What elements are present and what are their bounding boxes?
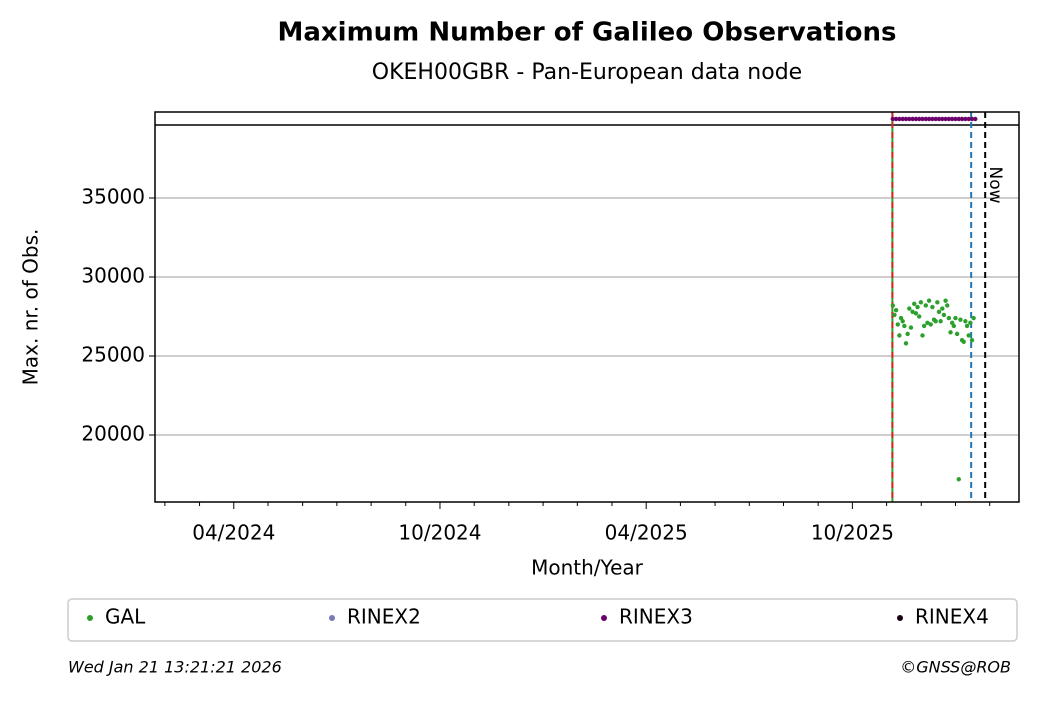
data-point: [946, 116, 952, 122]
data-point: [953, 315, 958, 321]
data-point: [913, 311, 919, 316]
y-tick-label: 30000: [81, 264, 145, 288]
data-point: [948, 330, 953, 335]
data-point: [953, 116, 958, 122]
data-point: [908, 325, 914, 330]
data-point: [941, 312, 947, 318]
data-point: [916, 314, 922, 319]
data-point: [933, 319, 938, 324]
data-point: [897, 116, 902, 122]
data-point: [969, 338, 975, 343]
data-point: [963, 319, 968, 324]
data-point: [921, 323, 927, 329]
data-point: [968, 320, 973, 326]
data-point: [940, 306, 945, 311]
y-tick-label: 25000: [81, 343, 145, 367]
data-point: [933, 116, 938, 122]
data-point: [892, 312, 897, 318]
data-point: [956, 116, 961, 122]
data-point: [954, 331, 960, 337]
chart-subtitle: OKEH00GBR - Pan-European data node: [372, 60, 802, 85]
data-point: [940, 116, 945, 122]
chart-title: Maximum Number of Galileo Observations: [277, 18, 896, 48]
vline-label: Now: [985, 166, 1005, 203]
data-point: [890, 303, 896, 308]
data-point: [930, 116, 935, 122]
data-point: [936, 116, 942, 122]
data-point: [936, 309, 942, 314]
legend-marker: [897, 615, 903, 621]
data-point: [900, 116, 905, 122]
y-tick-label: 35000: [81, 185, 145, 209]
x-tick-label: 04/2024: [192, 521, 275, 545]
data-point: [923, 303, 928, 308]
data-point: [961, 339, 966, 344]
data-point: [907, 306, 912, 311]
x-tick-label: 10/2024: [398, 521, 481, 545]
data-point: [963, 116, 968, 122]
data-point: [969, 116, 975, 122]
data-point: [945, 303, 950, 308]
data-point: [964, 323, 970, 329]
data-point: [910, 116, 915, 122]
legend-label: GAL: [105, 605, 146, 629]
data-point: [958, 317, 963, 322]
data-point: [949, 116, 955, 122]
data-point: [928, 322, 933, 327]
footer-date: Wed Jan 21 13:21:21 2026: [68, 658, 282, 677]
x-tick-label: 10/2025: [811, 521, 894, 545]
data-point: [920, 116, 925, 122]
data-point: [959, 116, 965, 122]
data-point: [971, 315, 976, 321]
data-point: [903, 341, 909, 346]
data-point: [902, 323, 907, 329]
data-point: [910, 309, 915, 314]
legend-marker: [329, 615, 335, 621]
legend-label: RINEX2: [347, 605, 421, 629]
data-point: [920, 333, 925, 338]
y-axis-label: Max. nr. of Obs.: [19, 229, 43, 386]
data-point: [966, 116, 971, 122]
data-point: [897, 333, 902, 338]
data-point: [900, 319, 905, 324]
data-point: [966, 333, 971, 338]
data-point: [915, 304, 920, 310]
data-point: [913, 116, 919, 122]
plot-frame: [154, 111, 1020, 503]
data-point: [923, 116, 928, 122]
legend-label: RINEX3: [619, 605, 693, 629]
footer-credit: ©GNSS@ROB: [900, 658, 1011, 677]
data-point: [903, 116, 909, 122]
data-point: [951, 323, 957, 329]
data-point: [943, 298, 948, 303]
data-point: [890, 116, 896, 122]
data-point: [946, 315, 952, 321]
data-point: [973, 116, 978, 122]
data-point: [893, 307, 899, 313]
data-point: [925, 320, 930, 326]
legend-marker: [601, 615, 607, 621]
data-point: [935, 300, 940, 305]
data-point: [912, 301, 917, 307]
data-point: [930, 304, 935, 310]
legend-label: RINEX4: [915, 605, 989, 629]
data-point: [926, 116, 932, 122]
data-point: [893, 116, 899, 122]
data-point: [907, 116, 912, 122]
data-point: [895, 322, 900, 327]
legend-marker: [87, 615, 93, 621]
data-point: [956, 477, 961, 482]
data-point: [943, 116, 948, 122]
y-tick-label: 20000: [81, 422, 145, 446]
x-tick-label: 04/2025: [605, 521, 688, 545]
data-point: [916, 116, 922, 122]
data-point: [905, 331, 910, 337]
data-point: [918, 300, 924, 305]
data-point: [926, 298, 932, 303]
legend-box: [67, 598, 1018, 642]
x-axis-label: Month/Year: [531, 556, 644, 580]
data-point: [938, 319, 943, 324]
